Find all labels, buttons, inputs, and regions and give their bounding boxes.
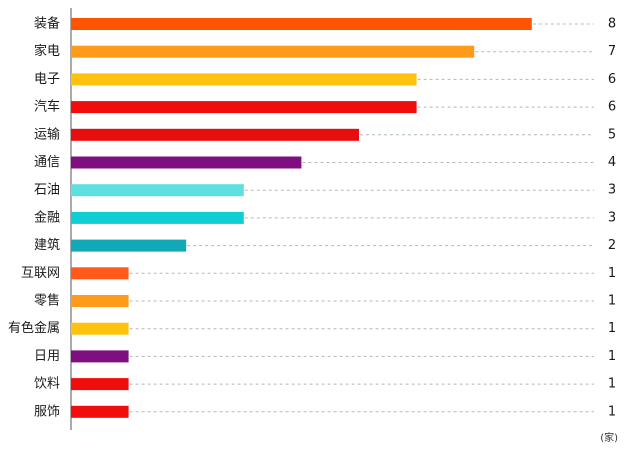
category-label: 电子 (34, 72, 60, 87)
category-label: 家电 (34, 43, 60, 59)
bar (71, 239, 187, 252)
category-label: 互联网 (21, 266, 60, 281)
bar (71, 184, 244, 197)
value-label: 5 (608, 127, 616, 142)
value-label: 1 (608, 404, 616, 419)
bar (71, 156, 302, 169)
category-label: 汽车 (34, 99, 60, 115)
bar (71, 73, 417, 86)
value-label: 6 (608, 72, 616, 87)
value-label: 1 (608, 266, 616, 281)
category-label: 日用 (34, 349, 60, 364)
value-label: 7 (608, 44, 616, 59)
bar (71, 378, 129, 391)
bar (71, 350, 129, 363)
bar (71, 405, 129, 418)
value-label: 8 (608, 17, 616, 32)
value-label: 1 (608, 377, 616, 392)
bar (71, 322, 129, 335)
unit-label: (家) (600, 431, 618, 444)
value-label: 6 (608, 100, 616, 115)
category-label: 零售 (34, 293, 60, 309)
category-label: 运输 (34, 126, 60, 142)
bar (71, 18, 532, 30)
bar (71, 295, 129, 307)
category-label: 装备 (34, 16, 60, 32)
value-label: 4 (608, 155, 616, 170)
value-label: 1 (608, 349, 616, 364)
value-label: 2 (608, 238, 616, 253)
value-label: 3 (608, 210, 616, 225)
category-label: 金融 (34, 209, 60, 225)
category-label: 有色金属 (8, 320, 60, 336)
category-label: 饮料 (34, 377, 60, 392)
bar (71, 128, 359, 141)
value-label: 1 (608, 321, 616, 336)
bar (71, 211, 244, 224)
category-label: 通信 (34, 155, 60, 170)
value-label: 1 (608, 294, 616, 309)
category-label: 石油 (34, 183, 60, 198)
bar (71, 101, 417, 114)
category-label: 建筑 (34, 237, 60, 253)
bar (71, 267, 129, 280)
bar (71, 45, 475, 58)
category-label: 服饰 (34, 404, 60, 419)
value-label: 3 (608, 183, 616, 198)
